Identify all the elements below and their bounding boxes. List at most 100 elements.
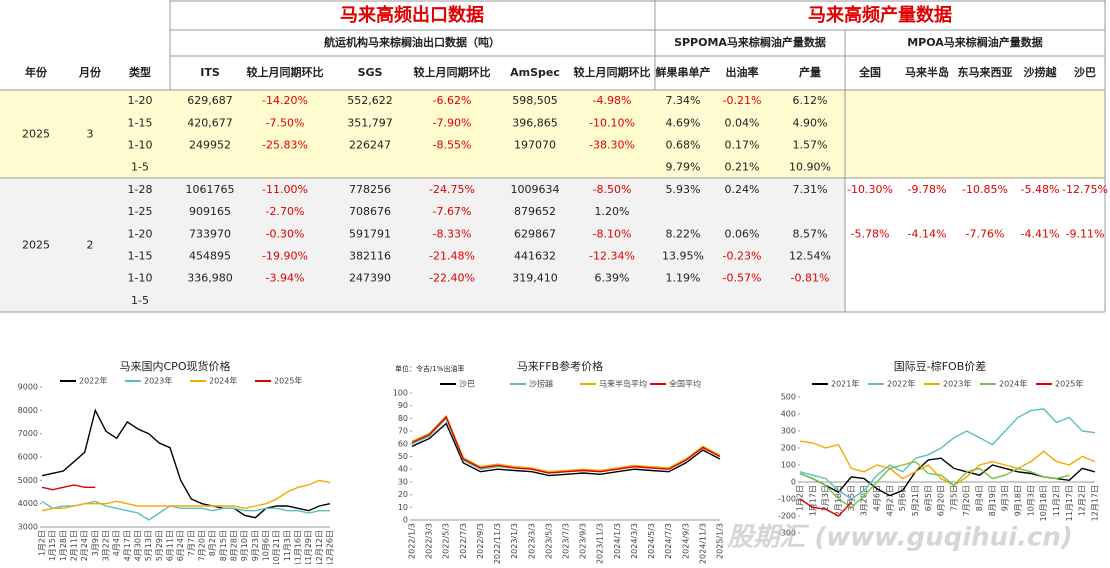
chart: 国际豆-棕FOB价差 -300 -200 -100 0 100 200 300 400 500 1月… (778, 359, 1100, 538)
legend-label: 马来半岛平均 (599, 379, 647, 389)
x-tick-label: 2023/7/3 (562, 523, 571, 559)
type-cell: 1-10 (128, 139, 153, 152)
x-tick-label: 2025/1/3 (716, 523, 725, 559)
group-title: 马来高频产量数据 (808, 4, 952, 26)
y-tick-label: 400 (781, 410, 796, 419)
type-cell: 1-10 (128, 272, 153, 285)
column-header: 全国 (858, 65, 881, 79)
value-cell: -6.62% (433, 94, 472, 107)
x-tick-label: 11月2日 (1052, 485, 1061, 516)
value-cell: 197070 (514, 139, 556, 152)
x-tick-label: 1月2日 (796, 485, 805, 511)
value-cell: -0.21% (723, 94, 762, 107)
chart-title: 马来FFB参考价格 (517, 359, 603, 373)
column-header: 类型 (129, 65, 151, 79)
y-tick-label: 60 (398, 439, 408, 448)
legend-label: 2025年 (274, 376, 302, 386)
value-cell: 336,980 (187, 272, 233, 285)
column-header: 产量 (799, 65, 821, 79)
x-tick-label: 2月24日 (80, 530, 89, 561)
series-line (411, 422, 721, 477)
table-background (0, 90, 1105, 312)
value-cell: -19.90% (262, 250, 308, 263)
chart-title: 马来国内CPO现货价格 (120, 359, 231, 373)
table-body: 年份 月份 类型 ITS 较上月同期环比 SGS 较上月同期环比 AmSpec 较上月同期环比鲜… (22, 65, 1108, 307)
value-cell: -0.30% (266, 227, 305, 240)
x-tick-label: 12月26日 (326, 530, 335, 564)
x-tick-label: 8月19日 (988, 485, 997, 516)
x-tick-label: 4月6日 (872, 485, 881, 511)
x-tick-label: 9月10日 (240, 530, 249, 561)
x-tick-label: 4月21日 (885, 485, 894, 516)
value-cell: 9.79% (666, 161, 701, 174)
value-cell: 0.06% (725, 227, 760, 240)
value-cell: -9.11% (1066, 227, 1105, 240)
x-tick-label: 11月3日 (283, 530, 292, 561)
value-cell: 6.39% (595, 272, 630, 285)
x-tick-label: 3月20日 (860, 485, 869, 516)
value-cell: 441632 (514, 250, 556, 263)
x-tick-label: 2024/5/3 (647, 523, 656, 559)
x-tick-label: 2022/7/3 (459, 523, 468, 559)
value-cell: 629,687 (187, 94, 233, 107)
value-cell: -0.81% (791, 272, 830, 285)
year-cell: 2025 (22, 238, 50, 251)
series-line (799, 408, 1096, 500)
x-tick-label: 10月21日 (272, 530, 281, 564)
x-tick-label: 9月3日 (1001, 485, 1010, 511)
x-tick-label: 2022/5/3 (442, 523, 451, 559)
value-cell: 7.34% (666, 94, 701, 107)
value-cell: -7.90% (433, 116, 472, 129)
y-tick-label: 80 (398, 414, 408, 423)
value-cell: 1.57% (793, 139, 828, 152)
x-tick-label: 10月6日 (262, 530, 271, 561)
column-header: 鲜果串单产 (656, 65, 711, 79)
value-cell: 420,677 (187, 116, 233, 129)
x-tick-label: 2月11日 (70, 530, 79, 561)
value-cell: 733970 (189, 227, 231, 240)
legend-label: 2024年 (209, 376, 237, 386)
x-tick-label: 10月3日 (1026, 485, 1035, 516)
y-tick-label: 10 (398, 503, 408, 512)
value-cell: -38.30% (589, 139, 635, 152)
x-tick-label: 8月4日 (975, 485, 984, 511)
value-cell: 0.68% (666, 139, 701, 152)
value-cell: -22.40% (429, 272, 475, 285)
y-tick-label: 300 (781, 427, 796, 436)
legend-label: 沙捞越 (529, 379, 553, 389)
value-cell: 226247 (349, 139, 391, 152)
value-cell: 879652 (514, 205, 556, 218)
value-cell: 6.12% (793, 94, 828, 107)
x-tick-label: 2022/9/3 (476, 523, 485, 559)
value-cell: 5.93% (666, 183, 701, 196)
x-tick-label: 2024/9/3 (681, 523, 690, 559)
value-cell: -8.50% (593, 183, 632, 196)
x-tick-label: 1月2日 (38, 530, 47, 556)
value-cell: -0.23% (723, 250, 762, 263)
value-cell: -5.78% (851, 227, 890, 240)
series-line (41, 500, 330, 521)
value-cell: -21.48% (429, 250, 475, 263)
value-cell: 1.19% (666, 272, 701, 285)
column-header: 年份 (25, 65, 48, 79)
chart: 马来FFB参考价格 单位：令吉/1%出油率 0 10 20 30 40 50 60 70 80 90 1… (393, 359, 725, 564)
value-cell: 8.22% (666, 227, 701, 240)
x-tick-label: 7月20日 (962, 485, 971, 516)
column-header: AmSpec (510, 66, 560, 79)
y-tick-label: 0 (791, 478, 796, 487)
x-tick-label: 8月2日 (208, 530, 217, 556)
value-cell: 8.57% (793, 227, 828, 240)
value-cell: 454895 (189, 250, 231, 263)
y-tick-label: 90 (398, 401, 408, 410)
x-tick-label: 7月7日 (187, 530, 196, 556)
x-tick-label: 2022/1/3 (408, 523, 417, 559)
y-tick-label: 5000 (18, 476, 38, 485)
value-cell: 778256 (349, 183, 391, 196)
y-tick-label: 70 (398, 427, 408, 436)
x-tick-label: 4月4日 (112, 530, 121, 556)
x-tick-label: 2023/11/3 (596, 523, 605, 564)
legend-label: 2021年 (831, 379, 859, 389)
x-tick-label: 2023/3/3 (527, 523, 536, 559)
value-cell: 591791 (349, 227, 391, 240)
x-tick-label: 8月15日 (219, 530, 228, 561)
